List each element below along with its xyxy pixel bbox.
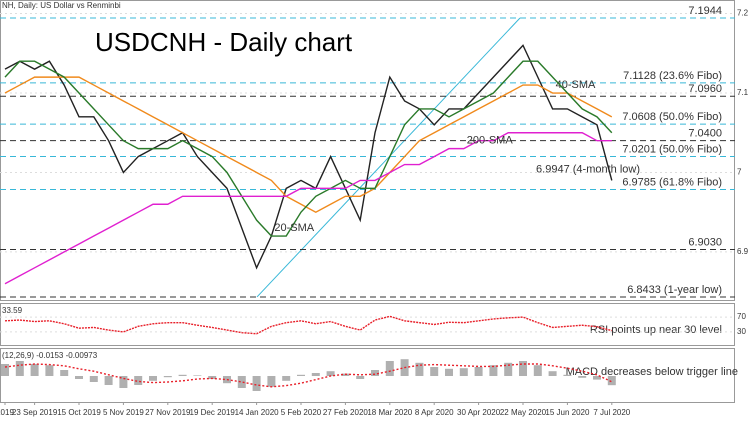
macd-annotation: MACD decreases below trigger line — [566, 366, 738, 378]
macd-bar — [60, 370, 69, 376]
main-panel — [0, 0, 735, 301]
macd-panel — [0, 348, 735, 403]
level-label: 6.9030 — [688, 236, 722, 248]
x-tick-label: 22 May 2020 — [500, 408, 547, 417]
x-tick-label: 15 Oct 2019 — [57, 408, 101, 417]
x-tick-label: 27 Nov 2019 — [145, 408, 191, 417]
macd-bar — [282, 376, 291, 381]
macd-bar — [563, 374, 572, 376]
x-tick-label: 14 Jan 2020 — [235, 408, 280, 417]
macd-bar — [548, 371, 557, 376]
rsi-panel — [0, 303, 735, 346]
macd-bar — [474, 367, 483, 376]
rsi-annotation: RSI points up near 30 level — [590, 324, 722, 336]
macd-bar — [326, 371, 335, 376]
level-label: 7.1128 (23.6% Fibo) — [623, 70, 722, 82]
macd-bar — [119, 376, 128, 388]
macd-bar — [252, 376, 261, 391]
y-tick-label: 7.2 — [737, 9, 749, 18]
macd-bar — [149, 376, 157, 381]
macd-bar — [593, 376, 601, 380]
x-tick-label: 2019 — [0, 408, 14, 417]
x-tick-label: 30 Apr 2020 — [457, 408, 501, 417]
price-line — [4, 44, 613, 270]
macd-bar — [30, 364, 39, 376]
x-tick-label: 23 Sep 2019 — [12, 408, 58, 417]
price-line — [4, 132, 612, 285]
x-tick-label: 15 Jun 2020 — [545, 408, 590, 417]
macd-bar — [519, 361, 527, 376]
level-label: 7.0400 — [688, 128, 722, 140]
x-tick-label: 5 Nov 2019 — [103, 408, 144, 417]
macd-bar — [104, 376, 113, 385]
macd-bar — [607, 376, 616, 386]
level-label: 6.8433 (1-year low) — [627, 284, 722, 296]
macd-bar — [237, 376, 246, 388]
macd-bar — [208, 376, 217, 379]
x-tick-label: 5 Feb 2020 — [281, 408, 322, 417]
macd-bar — [445, 368, 453, 376]
level-label: 7.0201 (50.0% Fibo) — [622, 143, 722, 155]
macd-bar — [267, 376, 276, 387]
y-tick-label: 30 — [737, 327, 746, 336]
macd-bar — [533, 365, 542, 376]
level-label: 6.9785 (61.8% Fibo) — [622, 176, 722, 188]
level-label: 6.9947 (4-month low) — [536, 164, 640, 176]
y-tick-label: 7.1 — [737, 88, 749, 97]
macd-bar — [489, 365, 498, 376]
macd-bar — [15, 361, 24, 376]
macd-bar — [163, 376, 172, 378]
macd-bar — [75, 376, 83, 379]
chart-title: USDCNH - Daily chart — [95, 27, 353, 57]
x-tick-label: 27 Feb 2020 — [323, 408, 368, 417]
rsi-line — [4, 315, 612, 335]
y-tick-label: 6.9 — [737, 247, 749, 256]
macd-bar — [178, 374, 187, 376]
macd-bar — [430, 367, 439, 376]
series-label: 20-SMA — [274, 222, 314, 234]
x-tick-label: 18 Mar 2020 — [367, 408, 412, 417]
level-label: 7.0960 — [688, 83, 722, 95]
y-tick-label: 70 — [737, 312, 746, 321]
macd-bar — [1, 364, 9, 376]
header: NH, Daily: US Dollar vs Renminbi — [2, 1, 121, 10]
x-tick-label: 7 Jul 2020 — [593, 408, 630, 417]
macd-bar — [356, 376, 365, 379]
macd-bar — [385, 361, 394, 376]
macd-bar — [459, 368, 468, 376]
macd-bar — [193, 375, 202, 376]
macd-bar — [578, 376, 587, 378]
fibo-line — [256, 17, 521, 298]
price-line — [4, 60, 613, 237]
macd-title: (12,26,9) -0.0153 -0.00973 — [2, 351, 98, 360]
y-tick-label: 7 — [737, 168, 742, 177]
x-tick-label: 8 Apr 2020 — [415, 408, 454, 417]
price-line — [4, 76, 613, 213]
macd-bar — [45, 365, 54, 376]
x-tick-label: 19 Dec 2019 — [190, 408, 236, 417]
macd-bar — [297, 374, 305, 376]
macd-bar — [371, 370, 379, 376]
series-label: 40-SMA — [556, 79, 596, 91]
macd-bar — [311, 373, 320, 376]
series-label: 200-SMA — [467, 135, 514, 147]
rsi-title: 33.59 — [2, 306, 23, 315]
level-label: 7.0608 (50.0% Fibo) — [622, 111, 722, 123]
macd-bar — [415, 362, 424, 376]
macd-bar — [504, 362, 513, 376]
macd-bar — [89, 376, 98, 382]
level-label: 7.1944 — [688, 5, 722, 17]
macd-bar — [134, 376, 143, 385]
